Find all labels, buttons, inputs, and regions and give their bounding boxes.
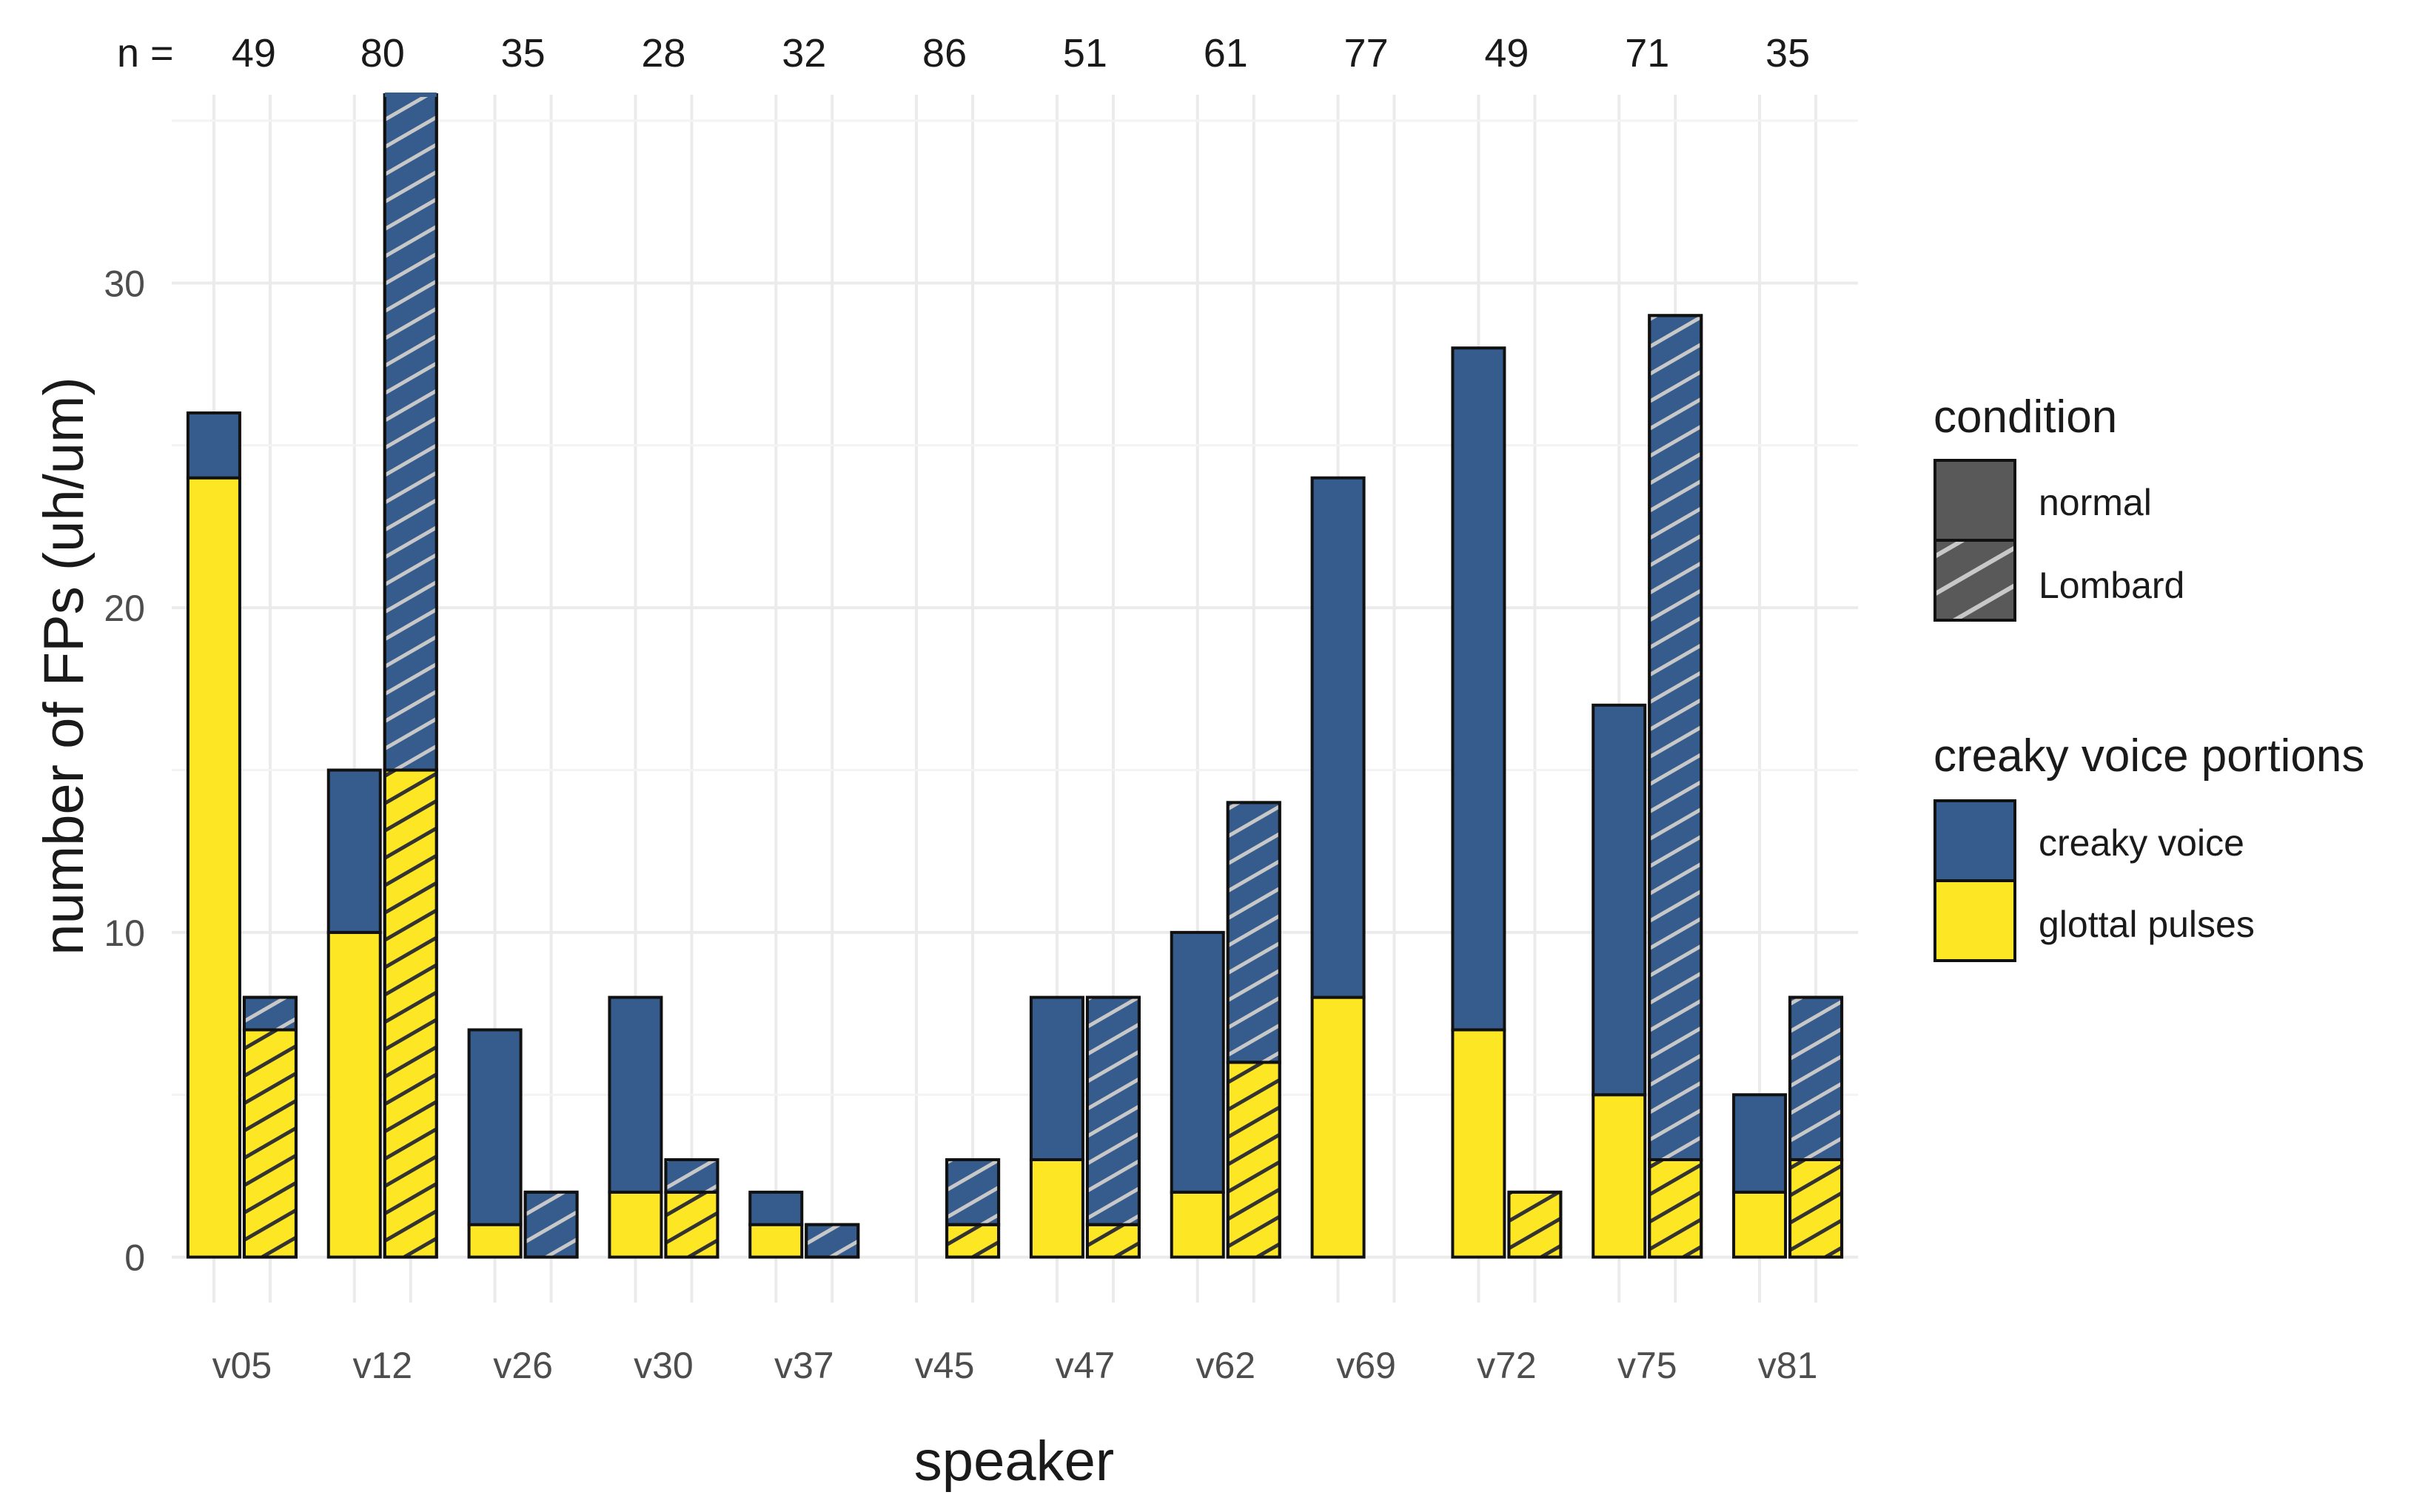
x-tick-label: v47 (1056, 1345, 1116, 1386)
bar-lombard-glottal-pulses-hatch (383, 768, 438, 1259)
n-label: 80 (360, 31, 405, 75)
x-axis-title: speaker (914, 1430, 1114, 1493)
x-tick-label: v72 (1477, 1345, 1537, 1386)
bar-normal-glottal-pulses (748, 1223, 804, 1259)
n-label: 77 (1344, 31, 1389, 75)
bar-normal-glottal-pulses (1170, 1190, 1225, 1259)
x-tick-label: v81 (1758, 1345, 1818, 1386)
legend-label-normal: normal (2039, 482, 2152, 523)
n-label: 49 (1484, 31, 1529, 75)
bar-lombard-creaky-voice-hatch (1788, 995, 1844, 1161)
x-tick-label: v37 (774, 1345, 834, 1386)
x-tick-label: v69 (1336, 1345, 1396, 1386)
y-axis-ticks: 0 10 20 30 (104, 263, 145, 1278)
legend-key-glottal-pulses (1933, 879, 2016, 962)
bar-normal-creaky-voice (608, 995, 663, 1194)
bar-lombard-creaky-voice-hatch (523, 1190, 579, 1259)
bar-normal-creaky-voice (1591, 703, 1647, 1097)
bar-lombard-glottal-pulses-hatch (1788, 1157, 1844, 1259)
n-label: 35 (1765, 31, 1810, 75)
bar-normal-glottal-pulses (1029, 1157, 1084, 1259)
bar-lombard-glottal-pulses-hatch (1648, 1157, 1703, 1259)
bar-normal-creaky-voice (186, 411, 241, 480)
y-tick-label: 10 (104, 913, 145, 954)
bar-lombard-creaky-voice-hatch (664, 1157, 720, 1194)
n-label: 61 (1204, 31, 1248, 75)
bar-normal-glottal-pulses (608, 1190, 663, 1259)
n-prefix-label: n = (117, 31, 174, 75)
legend-condition-title: condition (1933, 392, 2117, 443)
bar-lombard-glottal-pulses-hatch (1226, 1061, 1281, 1259)
x-tick-label: v12 (352, 1345, 412, 1386)
legend-key-lombard-hatch (1933, 539, 2016, 622)
bar-lombard-creaky-voice-hatch (805, 1223, 860, 1259)
bar-lombard-creaky-voice-hatch (945, 1157, 1001, 1226)
bar-lombard-creaky-voice-hatch (1085, 995, 1141, 1226)
x-tick-label: v30 (634, 1345, 694, 1386)
bar-normal-creaky-voice (1310, 476, 1366, 999)
x-tick-label: v26 (493, 1345, 553, 1386)
y-tick-label: 20 (104, 588, 145, 629)
bar-normal-creaky-voice (326, 768, 382, 934)
n-label: 51 (1063, 31, 1107, 75)
bar-normal-glottal-pulses (467, 1223, 523, 1259)
x-tick-label: v75 (1617, 1345, 1677, 1386)
bars (186, 93, 1844, 1259)
legend-label-glottal-pulses: glottal pulses (2039, 904, 2255, 945)
bar-lombard-glottal-pulses-hatch (242, 1028, 298, 1259)
bar-normal-creaky-voice (1451, 346, 1506, 1032)
bar-normal-glottal-pulses (1310, 995, 1366, 1259)
legend-label-lombard: Lombard (2039, 565, 2184, 606)
bar-lombard-creaky-voice-hatch (383, 93, 438, 772)
bar-lombard-creaky-voice-hatch (1648, 314, 1703, 1161)
bar-lombard-creaky-voice-hatch (1226, 801, 1281, 1064)
bar-lombard-glottal-pulses-hatch (664, 1190, 720, 1259)
x-axis-ticks: v05 v12 v26 v30 v37 v45 v47 v62 v69 v72 v75 v81 (212, 1345, 1818, 1386)
legend-key-normal (1933, 459, 2016, 542)
bar-lombard-glottal-pulses-hatch (945, 1223, 1001, 1259)
bar-normal-creaky-voice (1029, 995, 1084, 1161)
n-label: 86 (922, 31, 967, 75)
x-tick-label: v45 (915, 1345, 975, 1386)
bar-normal-glottal-pulses (1591, 1093, 1647, 1259)
bar-normal-glottal-pulses (326, 930, 382, 1259)
legend-label-creaky-voice: creaky voice (2039, 822, 2244, 864)
bar-lombard-glottal-pulses-hatch (1507, 1190, 1563, 1259)
n-label: 32 (782, 31, 826, 75)
x-tick-label: v05 (212, 1345, 272, 1386)
n-label: 28 (641, 31, 685, 75)
bar-normal-creaky-voice (1732, 1093, 1788, 1194)
bar-normal-creaky-voice (1170, 930, 1225, 1194)
legend-portion-title: creaky voice portions (1933, 730, 2364, 782)
n-labels: 49 80 35 28 32 86 51 61 77 49 71 35 (232, 31, 1810, 75)
bar-lombard-creaky-voice-hatch (242, 995, 298, 1032)
bar-normal-glottal-pulses (1451, 1028, 1506, 1259)
bar-lombard-glottal-pulses-hatch (1085, 1223, 1141, 1259)
y-axis-title: number of FPs (uh/um) (33, 377, 95, 955)
legend: condition normal Lombard creaky voice po… (1933, 392, 2364, 962)
y-tick-label: 30 (104, 263, 145, 304)
bar-normal-creaky-voice (467, 1028, 523, 1226)
x-tick-label: v62 (1195, 1345, 1255, 1386)
legend-key-creaky-voice (1933, 799, 2016, 882)
n-label: 35 (501, 31, 546, 75)
n-label: 71 (1625, 31, 1669, 75)
n-label: 49 (232, 31, 276, 75)
bar-normal-glottal-pulses (186, 476, 241, 1259)
bar-normal-glottal-pulses (1732, 1190, 1788, 1259)
bar-normal-creaky-voice (748, 1190, 804, 1226)
y-tick-label: 0 (124, 1237, 145, 1279)
